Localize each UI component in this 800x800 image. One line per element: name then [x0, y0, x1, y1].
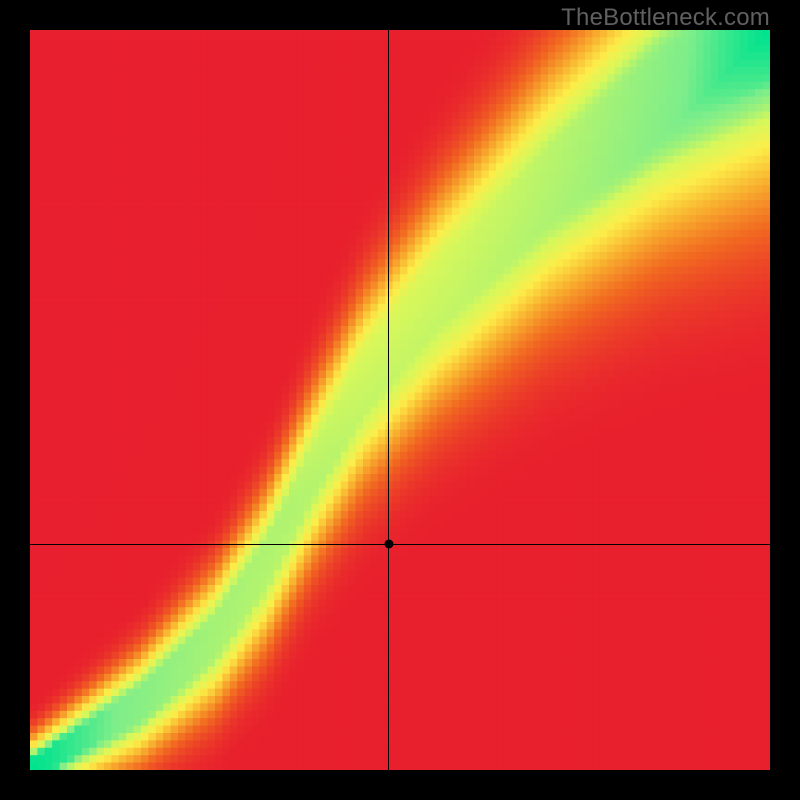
chart-container: TheBottleneck.com [0, 0, 800, 800]
crosshair-horizontal [30, 544, 770, 545]
watermark-text: TheBottleneck.com [561, 4, 770, 32]
plot-area [30, 30, 770, 770]
crosshair-vertical [388, 30, 389, 770]
heatmap-canvas [30, 30, 770, 770]
crosshair-dot [384, 540, 393, 549]
